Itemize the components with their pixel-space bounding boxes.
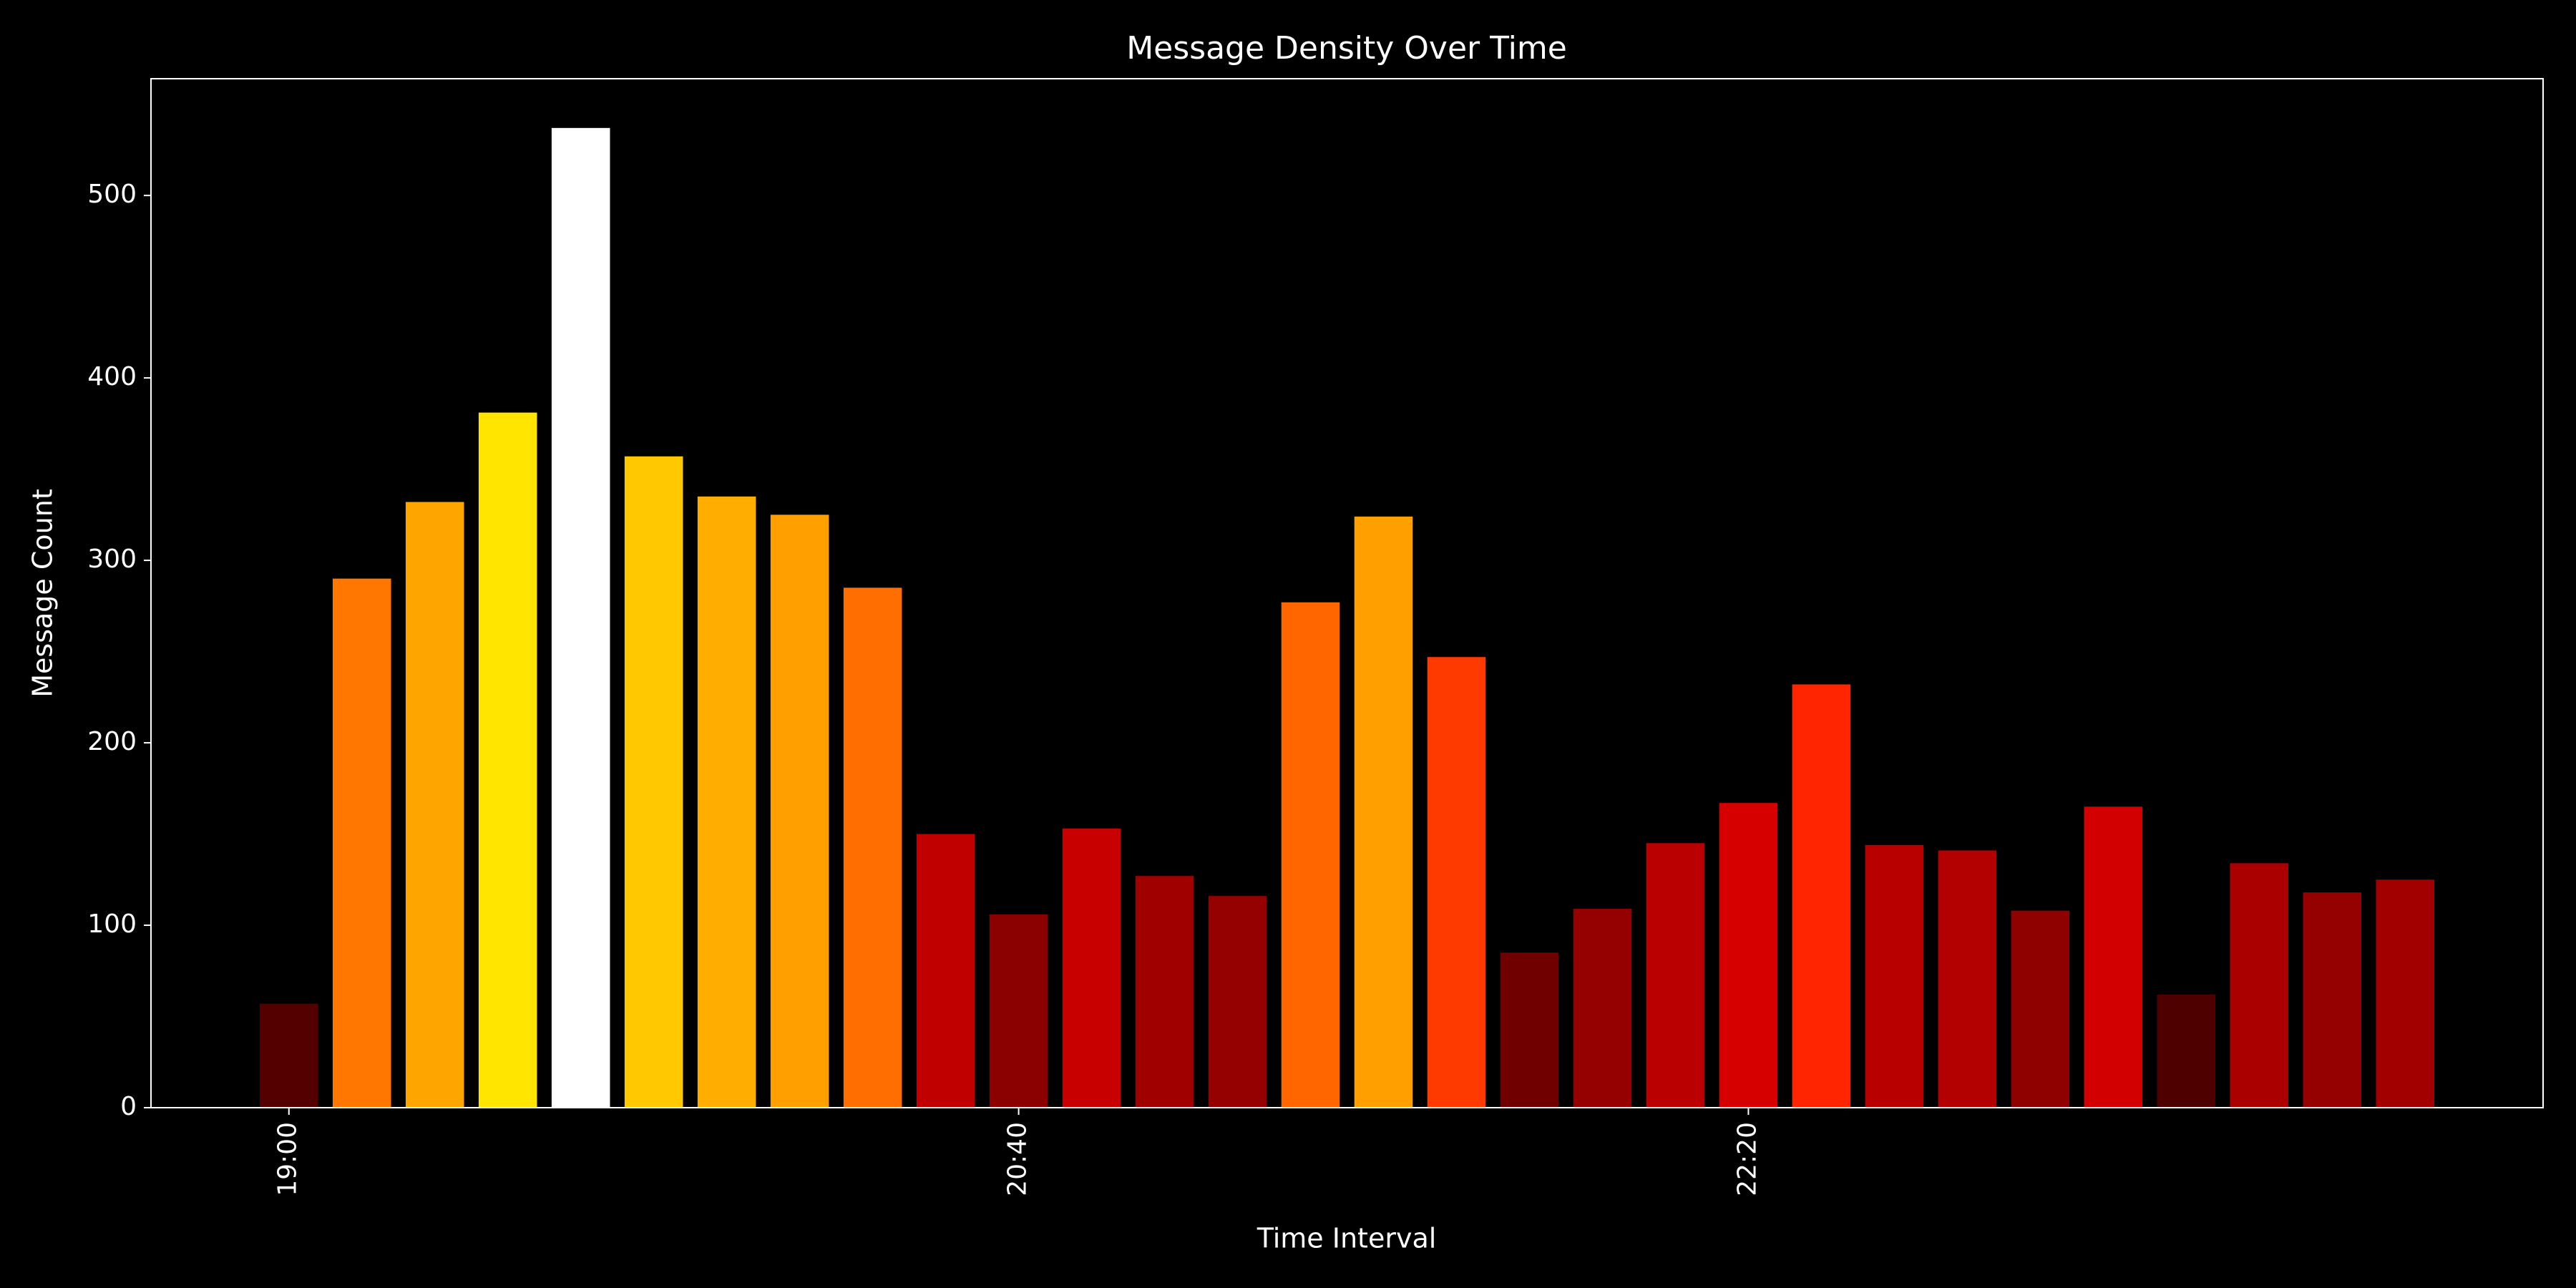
y-tick-label: 300 xyxy=(87,545,137,574)
bar xyxy=(916,834,975,1108)
bar xyxy=(989,914,1048,1108)
bar xyxy=(1938,850,1997,1108)
y-tick-label: 100 xyxy=(87,909,137,939)
y-tick-label: 400 xyxy=(87,362,137,391)
bar xyxy=(2011,910,2070,1108)
bar xyxy=(1573,909,1632,1108)
bar xyxy=(1354,516,1413,1108)
x-tick-label: 20:40 xyxy=(1003,1122,1033,1196)
bar xyxy=(2230,863,2289,1108)
bar xyxy=(1135,876,1194,1108)
bar xyxy=(697,496,756,1108)
x-tick-label: 22:20 xyxy=(1732,1122,1762,1196)
bar xyxy=(551,127,610,1108)
y-tick-label: 0 xyxy=(120,1092,137,1121)
bar xyxy=(843,587,902,1108)
bar xyxy=(624,456,683,1108)
bar xyxy=(259,1003,318,1108)
chart-title: Message Density Over Time xyxy=(1126,30,1567,67)
y-tick-label: 200 xyxy=(87,727,137,756)
bar xyxy=(2303,892,2362,1108)
bar xyxy=(2157,994,2216,1108)
bar xyxy=(405,502,464,1108)
y-axis-label: Message Count xyxy=(27,489,59,697)
bar xyxy=(1719,803,1778,1108)
bar xyxy=(1792,684,1851,1108)
bar xyxy=(1062,828,1121,1108)
x-axis-label: Time Interval xyxy=(1257,1223,1437,1254)
bar xyxy=(1281,602,1340,1108)
bar xyxy=(770,514,829,1108)
x-tick-label: 19:00 xyxy=(273,1122,303,1196)
bar xyxy=(2084,806,2143,1108)
bar xyxy=(1500,952,1559,1108)
bar xyxy=(1646,843,1705,1108)
y-tick-label: 500 xyxy=(87,180,137,209)
bar xyxy=(1208,896,1267,1108)
plot-frame xyxy=(150,78,2544,1108)
bar xyxy=(332,578,391,1108)
bar xyxy=(1427,657,1486,1108)
bar xyxy=(1865,844,1924,1108)
bar xyxy=(478,412,537,1108)
bar xyxy=(2376,879,2435,1108)
